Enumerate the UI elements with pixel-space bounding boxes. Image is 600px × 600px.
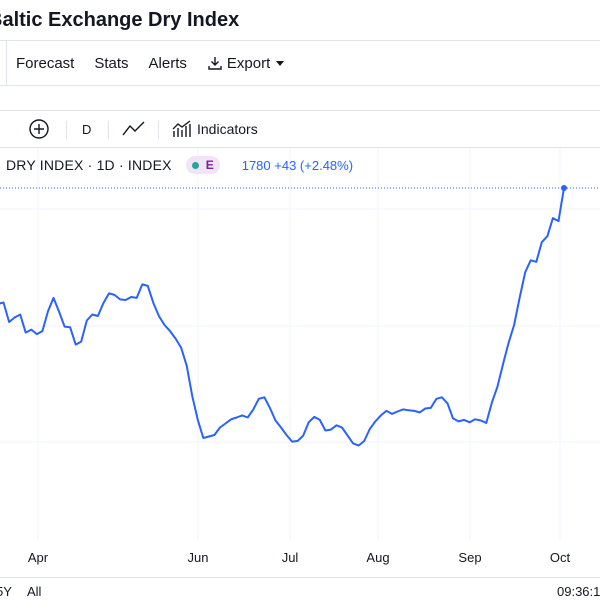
chart-legend: DRY INDEX · 1D · INDEX E 1780 +43 (+2.48… [6, 152, 353, 178]
range-5y[interactable]: 5Y [0, 584, 12, 599]
toolbar-divider [66, 121, 67, 139]
export-label: Export [226, 54, 271, 72]
tab-bar: Forecast Stats Alerts Export [0, 40, 600, 86]
plus-circle-icon [29, 119, 49, 139]
chart-grid [0, 148, 600, 540]
price-readout: 1780 +43 (+2.48%) [242, 158, 353, 173]
page-title: Baltic Exchange Dry Index [0, 9, 240, 31]
line-chart-icon [122, 121, 145, 136]
chart-toolbar: D Indicators [0, 110, 600, 148]
x-tick-label: Jun [188, 550, 209, 565]
x-tick-label: Sep [458, 550, 481, 565]
toolbar-divider [108, 121, 109, 139]
indicators-label: Indicators [197, 121, 258, 137]
series-line [0, 187, 565, 447]
market-status-badge[interactable]: E [185, 156, 220, 174]
chart-style-button[interactable] [122, 111, 146, 147]
export-button[interactable]: Export [207, 54, 285, 72]
download-icon [208, 57, 222, 70]
x-tick-label: Apr [28, 550, 49, 565]
status-dot [191, 161, 199, 169]
indicators-icon [172, 120, 191, 137]
symbol-label: DRY INDEX · 1D · INDEX [6, 157, 172, 173]
range-bar: 5Y All 09:36:1 [0, 577, 600, 600]
tab-forecast[interactable]: Forecast [16, 54, 75, 72]
x-tick-label: Jul [282, 550, 299, 565]
tab-stats[interactable]: Stats [94, 54, 129, 72]
indicators-button[interactable]: Indicators [172, 111, 258, 147]
caret-down-icon [276, 60, 285, 66]
last-price-dot [561, 185, 567, 191]
badge-label: E [205, 158, 214, 172]
tab-alerts[interactable]: Alerts [148, 54, 187, 72]
x-tick-label: Oct [550, 550, 571, 565]
last-price: 1780 [241, 157, 271, 173]
x-tick-label: Aug [366, 550, 389, 565]
clock: 09:36:1 [557, 584, 600, 599]
price-chart[interactable]: Apr Jun Jul Aug Sep Oct [0, 148, 600, 577]
interval-button[interactable]: D [82, 121, 92, 137]
x-axis: Apr Jun Jul Aug Sep Oct [28, 550, 571, 565]
add-symbol-button[interactable] [28, 111, 50, 147]
range-all[interactable]: All [27, 584, 42, 599]
price-change: +43 (+2.48%) [274, 157, 354, 173]
toolbar-divider [158, 121, 159, 139]
